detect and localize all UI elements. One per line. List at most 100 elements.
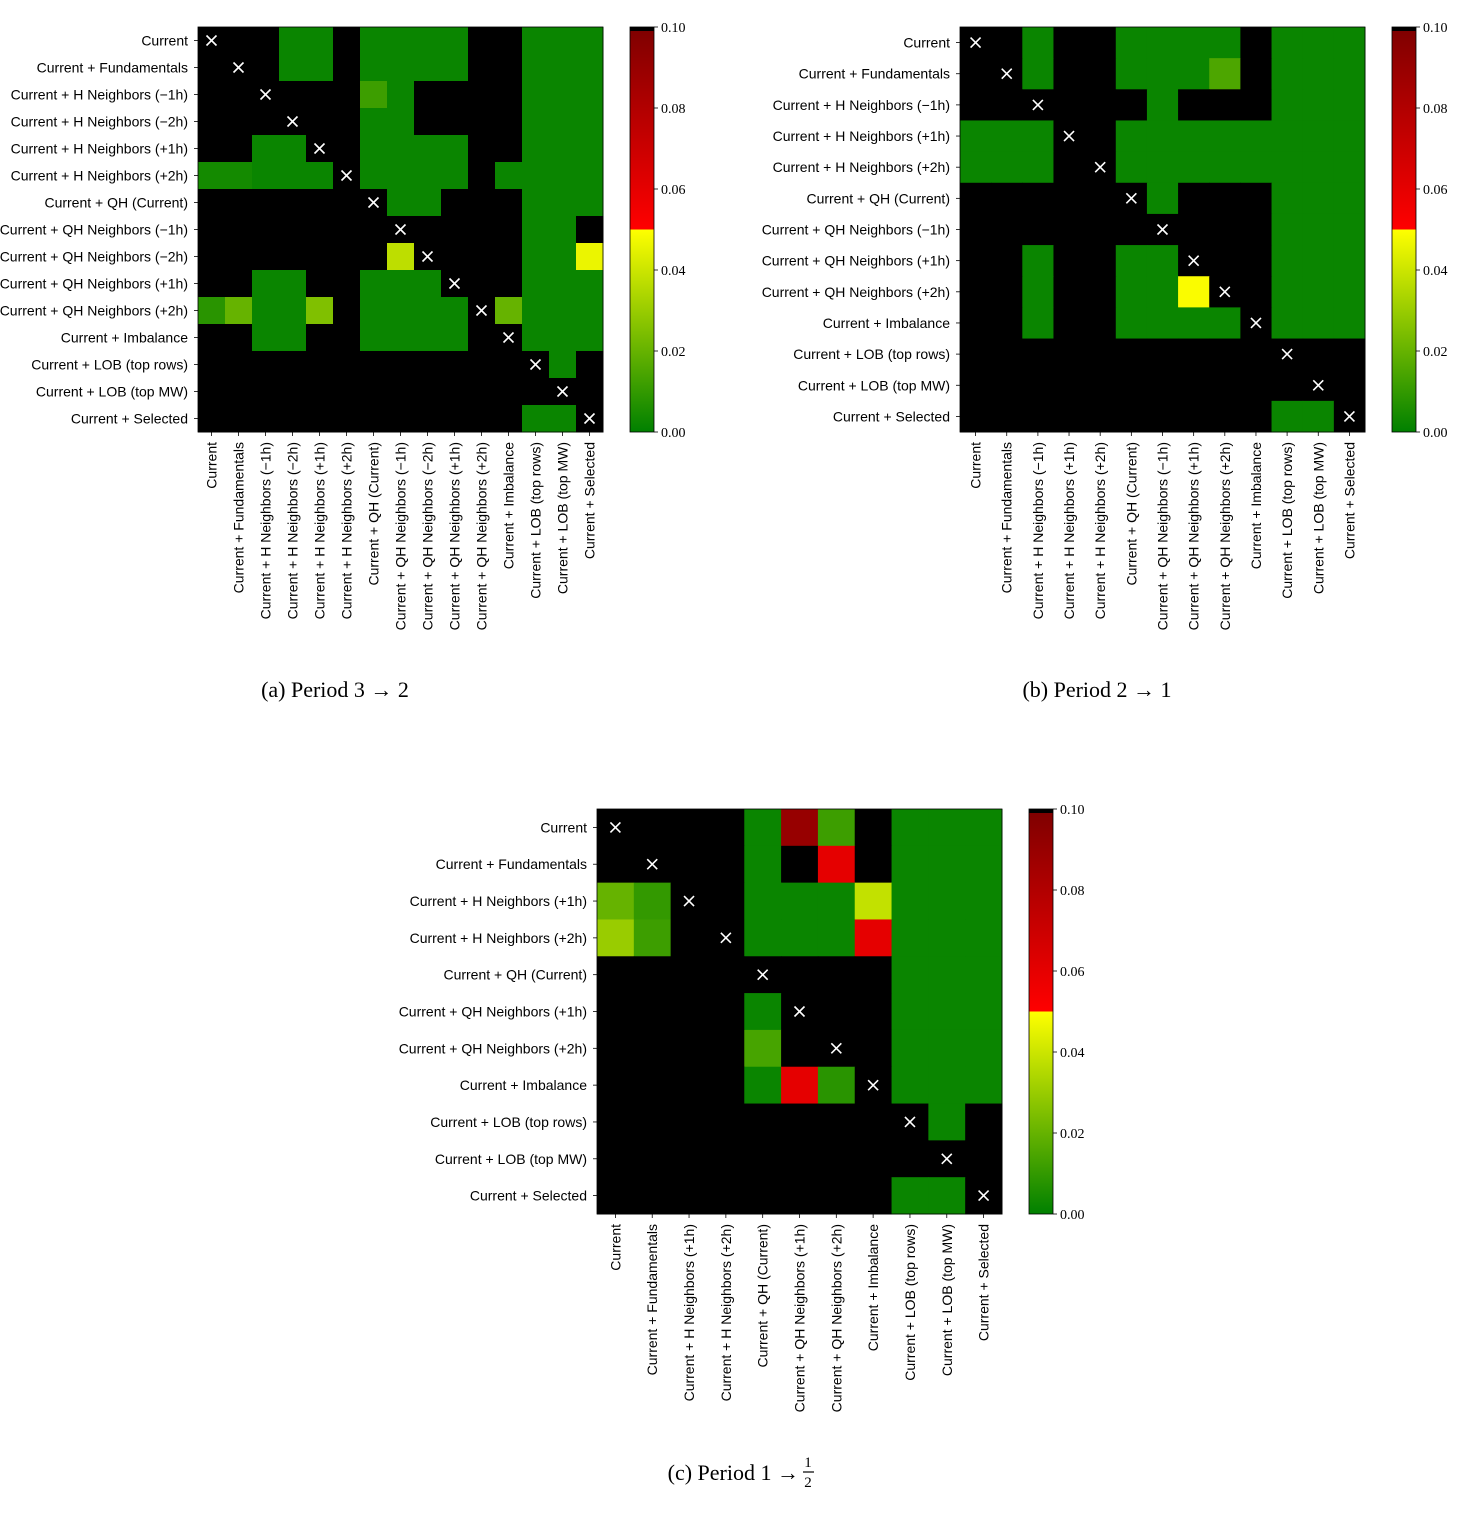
heatmap-cell (522, 189, 550, 217)
heatmap-cell (279, 378, 307, 406)
heatmap-cell (360, 54, 388, 82)
heatmap-cell (781, 1029, 819, 1068)
heatmap-cell (279, 54, 307, 82)
heatmap-cell (781, 882, 819, 920)
heatmap-cell (576, 297, 604, 325)
colorbar: 0.00 0.02 0.04 0.06 0.08 0.10 (1028, 803, 1085, 1223)
x-tick-label: Current + QH Neighbors (−2h) (420, 442, 436, 630)
colorbar-tick-label: 0.06 (1423, 183, 1448, 198)
heatmap-cell (991, 120, 1023, 153)
heatmap-cell (633, 809, 672, 847)
colorbar-tick-label: 0.10 (1423, 21, 1448, 36)
heatmap-cell (1271, 400, 1304, 433)
heatmap-cell (965, 845, 1003, 884)
colorbar: 0.00 0.02 0.04 0.06 0.08 0.10 (1391, 21, 1448, 441)
heatmap-cell (1178, 120, 1210, 153)
heatmap-cell (306, 81, 334, 109)
heatmap-cell (360, 351, 388, 379)
heatmap-cell (1271, 276, 1304, 308)
heatmap-cell (854, 882, 893, 920)
heatmap-cell (495, 189, 523, 217)
heatmap-cell (495, 351, 523, 379)
diagonal-cross-mark (367, 196, 380, 209)
caption-c-numerator: 1 (804, 1455, 812, 1471)
heatmap-cell (1146, 182, 1179, 215)
y-tick-label: Current + H Neighbors (−1h) (773, 97, 950, 113)
y-tick-label: Current + H Neighbors (+1h) (11, 141, 188, 157)
heatmap-cell (1333, 213, 1366, 246)
x-tick-label: Current (204, 442, 220, 489)
diagonal-cross-mark (683, 895, 695, 907)
heatmap-cell (468, 189, 496, 217)
heatmap-cell (891, 993, 929, 1031)
heatmap-cell (522, 216, 550, 244)
heatmap-cell (1271, 307, 1304, 340)
heatmap-cell (576, 54, 604, 82)
heatmap-cell (633, 1066, 672, 1105)
heatmap-cell (1022, 400, 1054, 433)
colorbar: 0.00 0.02 0.04 0.06 0.08 0.10 (629, 21, 686, 441)
heatmap-cell (707, 1140, 745, 1178)
heatmap-cell (414, 405, 442, 433)
heatmap-cell (306, 351, 334, 379)
heatmap-cell (279, 27, 307, 55)
heatmap-cell (1084, 338, 1117, 371)
diagonal-cross-mark (259, 88, 272, 101)
y-tick-label: Current + QH Neighbors (−1h) (0, 222, 188, 238)
y-tick-label: Current + H Neighbors (−2h) (11, 114, 188, 130)
heatmap-cell (633, 1103, 672, 1141)
heatmap-cell (670, 993, 708, 1031)
heatmap-frame (197, 26, 604, 433)
diagonal-cross-mark (1094, 161, 1106, 173)
heatmap-cell (549, 189, 577, 217)
y-tick-label: Current + Imbalance (460, 1077, 587, 1093)
colorbar-tick-label: 0.00 (1423, 426, 1448, 441)
heatmap-cell (1240, 120, 1273, 153)
heatmap-cell (781, 809, 819, 847)
heatmap-cell (441, 297, 469, 325)
heatmap-cell (1053, 182, 1086, 215)
heatmap-cell (333, 135, 361, 163)
heatmap-cell (1271, 120, 1304, 153)
heatmap-cell (333, 324, 361, 352)
heatmap-cell (225, 27, 253, 55)
heatmap-cell (1178, 89, 1210, 121)
heatmap-cell (576, 243, 604, 271)
colorbar-tick-label: 0.10 (661, 21, 686, 36)
heatmap-cell (198, 162, 226, 190)
heatmap-cell (1333, 151, 1366, 184)
heatmap-cell (670, 919, 708, 957)
heatmap-cell (707, 993, 745, 1031)
y-tick-label: Current + LOB (top MW) (36, 384, 188, 400)
heatmap-cell (633, 1140, 672, 1178)
x-tick-label: Current (607, 1224, 623, 1271)
heatmap-cell (744, 1177, 782, 1215)
heatmap-cell (1271, 245, 1304, 277)
heatmap-cell (854, 1103, 893, 1141)
y-tick-label: Current + LOB (top rows) (430, 1114, 587, 1130)
caption-c: (c) Period 1 → 1 2 (668, 1455, 814, 1491)
heatmap-cell (1302, 276, 1335, 308)
heatmap-cell (781, 845, 819, 884)
heatmap-cell (387, 351, 415, 379)
heatmap-cell (1178, 27, 1210, 59)
colorbar-tick-label: 0.04 (661, 264, 686, 279)
heatmap-cell (522, 405, 550, 433)
y-tick-label: Current + Selected (71, 411, 188, 427)
x-tick-label: Current + QH (Current) (755, 1224, 771, 1368)
heatmap-cell (1115, 338, 1148, 371)
colorbar-tick-label: 0.06 (1060, 965, 1085, 980)
heatmap-cell (522, 270, 550, 298)
colorbar-tick-label: 0.04 (1060, 1046, 1085, 1061)
heatmap-cell (1302, 120, 1335, 153)
y-tick-label: Current + LOB (top rows) (31, 357, 188, 373)
heatmap-cell (306, 405, 334, 433)
heatmap-cell (360, 81, 388, 109)
heatmap-cell (306, 27, 334, 55)
y-tick-label: Current + QH (Current) (443, 967, 587, 983)
heatmap-cell (928, 882, 966, 920)
heatmap-cell (468, 108, 496, 136)
heatmap-cell (414, 351, 442, 379)
diagonal-cross-mark (583, 412, 596, 425)
heatmap-cell (252, 54, 280, 82)
